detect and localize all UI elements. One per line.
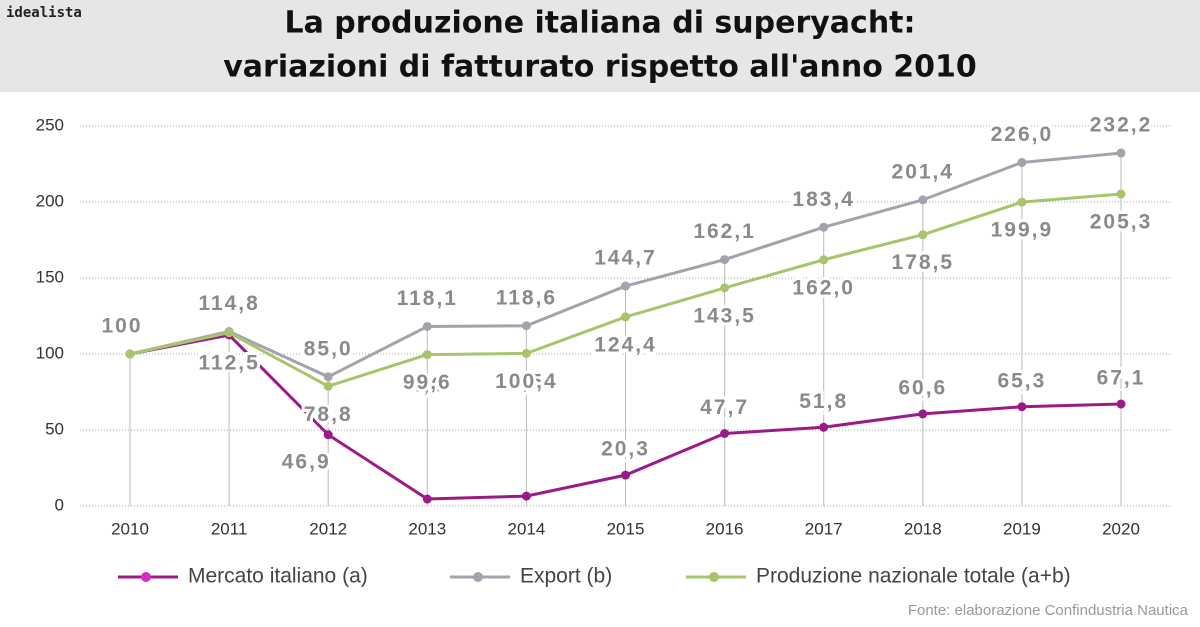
data-label: 47,7: [700, 396, 749, 419]
y-tick-label: 100: [36, 343, 64, 362]
data-point: [1116, 148, 1126, 158]
legend-marker: [473, 572, 483, 582]
data-label: 205,3: [1090, 210, 1153, 233]
data-label: 162,1: [693, 220, 756, 243]
data-label: 124,4: [594, 333, 657, 356]
data-point: [621, 312, 630, 322]
x-tick-label: 2019: [1003, 519, 1041, 538]
data-point: [621, 470, 630, 480]
y-tick-label: 250: [36, 115, 64, 134]
y-tick-label: 200: [36, 191, 64, 210]
data-label: 144,7: [594, 247, 657, 270]
data-point: [323, 372, 333, 382]
chart-title: variazioni di fatturato rispetto all'ann…: [223, 50, 977, 85]
data-point: [422, 321, 432, 331]
data-label: 51,8: [799, 390, 848, 413]
data-point: [521, 348, 531, 358]
data-label: 112,5: [198, 352, 259, 375]
data-label: 67,1: [1097, 367, 1146, 390]
x-tick-label: 2018: [904, 519, 942, 538]
x-tick-label: 2016: [706, 519, 744, 538]
data-point: [621, 281, 630, 291]
data-point: [323, 430, 333, 440]
x-tick-label: 2010: [111, 519, 149, 538]
x-tick-label: 2012: [309, 519, 347, 538]
x-tick-label: 2017: [805, 519, 843, 538]
data-label: 4,6: [410, 374, 445, 397]
data-label: 46,9: [282, 450, 331, 473]
data-label: 201,4: [892, 160, 955, 183]
data-label: 199,9: [991, 219, 1054, 242]
data-label: 6,5: [509, 371, 544, 394]
x-tick-label: 2011: [211, 519, 248, 538]
data-point: [819, 222, 829, 232]
x-tick-label: 2013: [408, 519, 446, 538]
legend-label: Export (b): [520, 565, 612, 588]
data-label: 178,5: [892, 251, 955, 274]
data-label: 114,8: [198, 292, 259, 315]
data-point: [918, 409, 928, 419]
data-label: 85,0: [304, 337, 353, 360]
y-tick-label: 50: [45, 419, 64, 438]
data-point: [422, 494, 432, 504]
data-label: 232,2: [1090, 114, 1153, 137]
brand: idealista: [6, 5, 82, 21]
data-label: 143,5: [693, 304, 756, 327]
source: Fonte: elaborazione Confindustria Nautic…: [908, 602, 1189, 619]
data-label: 78,8: [304, 403, 353, 426]
data-label: 20,3: [601, 438, 650, 461]
x-tick-label: 2020: [1102, 519, 1140, 538]
data-point: [1116, 189, 1126, 199]
data-point: [521, 321, 531, 331]
data-point: [720, 283, 730, 293]
data-point: [1017, 197, 1027, 207]
legend-label: Produzione nazionale totale (a+b): [756, 565, 1071, 588]
x-tick-label: 2014: [507, 519, 545, 538]
legend-marker: [709, 572, 719, 582]
y-tick-label: 150: [36, 267, 64, 286]
data-point: [521, 491, 531, 501]
data-point: [819, 255, 829, 265]
data-label: 99,6: [403, 371, 452, 394]
data-point: [918, 230, 928, 240]
data-point: [720, 255, 730, 265]
title-banner: [0, 0, 1200, 92]
chart-title: La produzione italiana di superyacht:: [284, 6, 915, 41]
data-label: 100: [101, 315, 142, 338]
data-point: [1017, 402, 1027, 412]
x-tick-label: 2015: [607, 519, 645, 538]
legend-marker: [141, 572, 151, 582]
data-label: 118,1: [397, 287, 458, 310]
data-label: 100,4: [495, 370, 558, 393]
data-point: [422, 350, 432, 360]
data-point: [918, 195, 928, 205]
data-point: [720, 428, 730, 438]
data-point: [323, 381, 333, 391]
data-point: [819, 422, 829, 432]
data-label: 118,6: [496, 286, 557, 309]
data-point: [1017, 157, 1027, 167]
data-label: 65,3: [997, 369, 1046, 392]
data-point: [125, 349, 135, 359]
legend-label: Mercato italiano (a): [188, 565, 368, 588]
data-point: [1116, 399, 1126, 409]
data-point: [224, 328, 234, 338]
data-label: 60,6: [898, 376, 947, 399]
data-label: 226,0: [991, 123, 1054, 146]
data-label: 162,0: [792, 276, 855, 299]
data-label: 183,4: [792, 188, 855, 211]
y-tick-label: 0: [55, 495, 64, 514]
